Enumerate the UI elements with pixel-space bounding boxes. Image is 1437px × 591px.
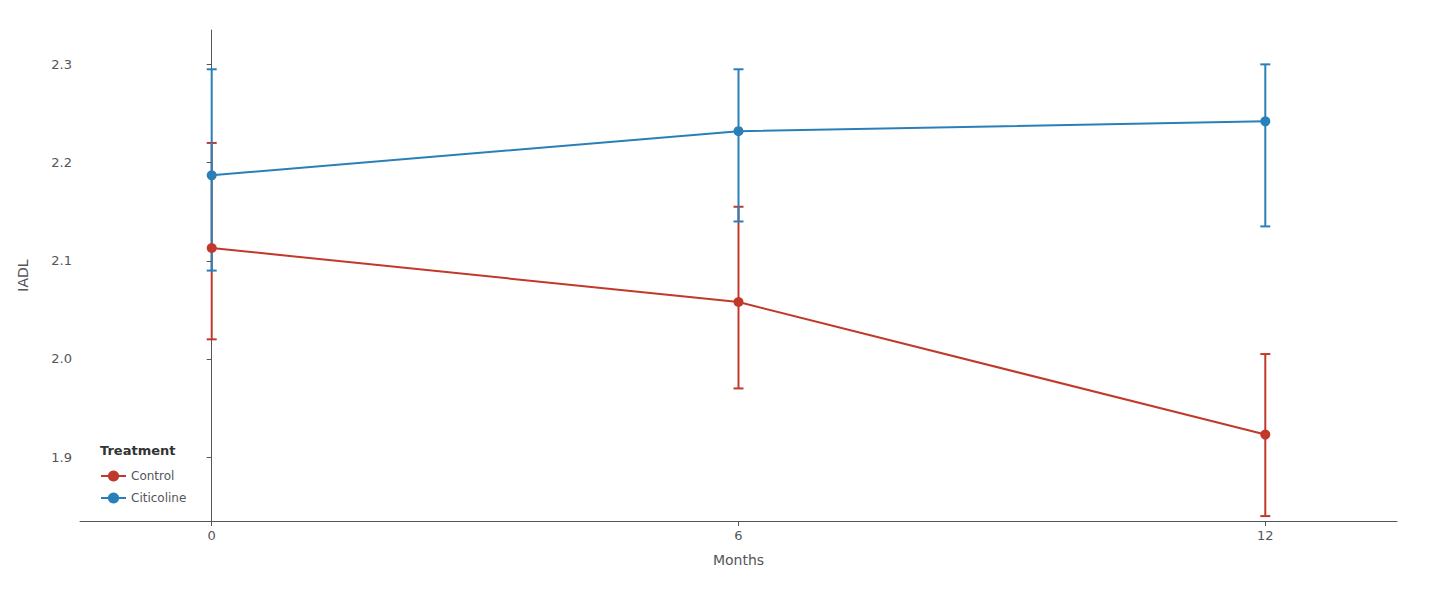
svg-text:Treatment: Treatment [100, 443, 176, 458]
svg-text:Months: Months [713, 552, 764, 568]
svg-text:0: 0 [208, 528, 216, 543]
svg-text:2.3: 2.3 [51, 57, 72, 72]
svg-text:2.2: 2.2 [51, 155, 72, 170]
svg-text:2.1: 2.1 [51, 253, 72, 268]
svg-text:12: 12 [1257, 528, 1274, 543]
svg-text:2.0: 2.0 [51, 351, 72, 366]
svg-text:6: 6 [734, 528, 742, 543]
svg-text:Citicoline: Citicoline [131, 491, 186, 505]
svg-text:Control: Control [131, 469, 174, 483]
svg-text:IADL: IADL [15, 259, 31, 291]
svg-text:1.9: 1.9 [51, 450, 72, 465]
